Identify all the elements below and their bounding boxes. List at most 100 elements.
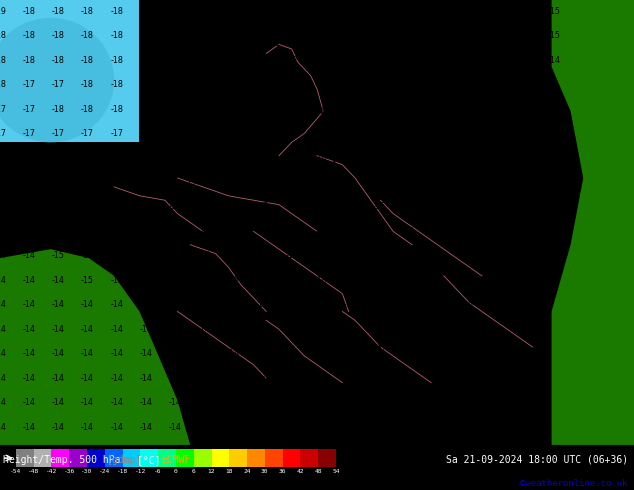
Text: -15: -15 [373, 398, 385, 407]
Text: -16: -16 [431, 227, 444, 236]
Text: -17: -17 [314, 55, 327, 65]
Text: -16: -16 [431, 251, 444, 260]
Bar [194, 449, 212, 466]
Text: -14: -14 [23, 398, 36, 407]
Text: -16: -16 [285, 276, 298, 285]
Text: -16: -16 [460, 300, 473, 309]
Text: -15: -15 [373, 349, 385, 358]
Text: -14: -14 [23, 251, 36, 260]
Bar [87, 449, 105, 466]
Text: -17: -17 [198, 104, 210, 114]
Text: -16: -16 [227, 227, 240, 236]
Text: -14: -14 [198, 276, 210, 285]
Text: -16: -16 [314, 202, 327, 211]
Text: -15: -15 [548, 7, 560, 16]
Text: -14: -14 [81, 374, 94, 383]
Bar [230, 449, 247, 466]
Text: -18: -18 [110, 55, 123, 65]
Text: -18: -18 [285, 7, 298, 16]
Text: -15: -15 [519, 80, 531, 89]
Text: -14: -14 [198, 398, 210, 407]
Text: -14: -14 [256, 349, 269, 358]
Text: -17: -17 [184, 178, 197, 187]
Text: -16: -16 [110, 153, 123, 163]
FancyBboxPatch shape [0, 0, 139, 143]
Text: -17: -17 [227, 80, 240, 89]
Text: -16: -16 [373, 276, 385, 285]
Text: -15: -15 [460, 80, 473, 89]
Text: -17: -17 [314, 7, 327, 16]
Text: -16: -16 [285, 129, 298, 138]
Text: -18: -18 [52, 31, 65, 40]
Text: -15: -15 [110, 227, 123, 236]
Text: -16: -16 [285, 153, 298, 163]
Text: -18: -18 [81, 31, 94, 40]
Text: -17: -17 [139, 104, 152, 114]
Text: -18: -18 [117, 469, 128, 474]
Text: -14: -14 [285, 374, 298, 383]
Text: -14: -14 [52, 398, 65, 407]
Text: -14: -14 [81, 300, 94, 309]
Text: 42: 42 [297, 469, 304, 474]
Text: -14: -14 [139, 325, 152, 334]
Text: -18: -18 [227, 55, 240, 65]
Text: -14: -14 [285, 325, 298, 334]
Text: [°C]: [°C] [137, 455, 166, 465]
Text: -17: -17 [373, 7, 385, 16]
Text: -14: -14 [256, 398, 269, 407]
Text: -15: -15 [110, 202, 123, 211]
Text: -18: -18 [169, 31, 181, 40]
Text: -15: -15 [431, 104, 444, 114]
Text: -17: -17 [314, 80, 327, 89]
Text: -16: -16 [389, 178, 401, 187]
Text: 0: 0 [174, 469, 178, 474]
Text: -15: -15 [402, 398, 415, 407]
Bar [212, 449, 230, 466]
Text: -15: -15 [39, 178, 51, 187]
Text: -14: -14 [139, 374, 152, 383]
Text: -14: -14 [81, 422, 94, 432]
Text: -16: -16 [402, 227, 415, 236]
Text: -17: -17 [314, 31, 327, 40]
Text: -15: -15 [344, 398, 356, 407]
Text: -17: -17 [227, 104, 240, 114]
Text: -17: -17 [139, 153, 152, 163]
Text: -16: -16 [330, 178, 343, 187]
Text: -15: -15 [344, 153, 356, 163]
Text: -16: -16 [344, 104, 356, 114]
Text: -16: -16 [314, 129, 327, 138]
Text: -14: -14 [23, 374, 36, 383]
Text: -15: -15 [431, 300, 444, 309]
Text: -17: -17 [23, 80, 36, 89]
Polygon shape [552, 0, 634, 445]
Text: -18: -18 [198, 55, 210, 65]
Text: -15: -15 [81, 276, 94, 285]
Text: -17: -17 [23, 129, 36, 138]
Text: -16: -16 [344, 227, 356, 236]
Text: -16: -16 [431, 129, 444, 138]
Bar [105, 449, 122, 466]
Text: -16: -16 [431, 276, 444, 285]
Text: -16: -16 [344, 251, 356, 260]
Text: -15: -15 [23, 202, 36, 211]
Text: -17: -17 [314, 227, 327, 236]
Bar [69, 449, 87, 466]
Text: -15: -15 [10, 178, 22, 187]
Text: -16: -16 [402, 80, 415, 89]
Text: -18: -18 [198, 7, 210, 16]
Text: -14: -14 [23, 325, 36, 334]
Bar [16, 449, 34, 466]
Text: -14: -14 [52, 300, 65, 309]
Text: -14: -14 [110, 374, 123, 383]
Bar [265, 449, 283, 466]
Text: -14: -14 [52, 422, 65, 432]
Text: -15: -15 [431, 374, 444, 383]
Text: -15: -15 [460, 227, 473, 236]
Text: -18: -18 [139, 55, 152, 65]
Text: -15: -15 [460, 374, 473, 383]
Text: -14: -14 [227, 325, 240, 334]
Text: -16: -16 [198, 251, 210, 260]
Text: -16: -16 [460, 153, 473, 163]
Text: -15: -15 [0, 202, 6, 211]
Text: -16: -16 [256, 153, 269, 163]
